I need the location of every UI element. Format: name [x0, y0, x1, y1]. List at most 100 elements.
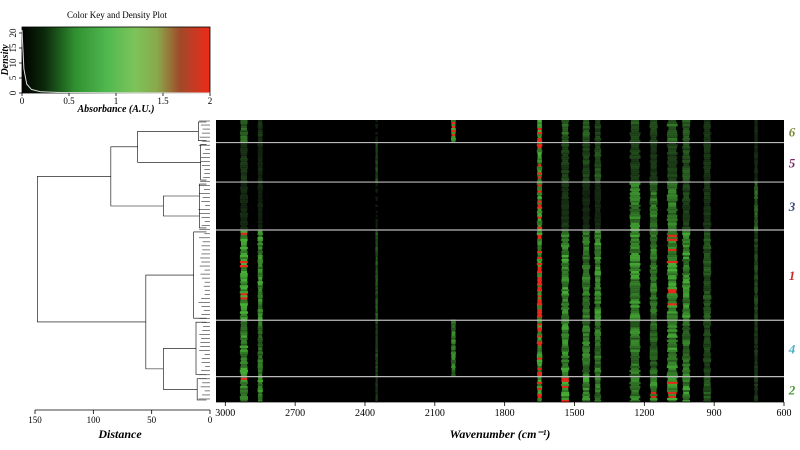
heatmap-cell: [582, 212, 590, 216]
heatmap-cell: [562, 357, 569, 361]
heatmap-cell: [703, 256, 711, 260]
heatmap-cell: [631, 236, 639, 240]
heatmap-cell: [667, 230, 677, 234]
heatmap-cell: [630, 377, 640, 381]
heatmap-cell: [667, 391, 677, 395]
heatmap-cell: [582, 138, 590, 141]
heatmap-cell: [536, 210, 543, 214]
heatmap-cell: [240, 287, 248, 290]
heatmap-cell: [257, 295, 263, 298]
heatmap-cell: [240, 174, 247, 177]
heatmap-cell: [537, 254, 542, 258]
heatmap-cell: [668, 200, 677, 203]
heatmap-cell: [595, 140, 601, 143]
heatmap-cell: [754, 196, 758, 199]
heatmap-cell: [594, 367, 601, 371]
heatmap-cell: [583, 389, 589, 393]
heatmap-cell: [375, 224, 378, 228]
heatmap-cell: [754, 285, 758, 288]
heatmap-cell: [754, 244, 758, 248]
heatmap-cell: [682, 381, 690, 385]
heatmap-cell: [683, 196, 690, 199]
heatmap-cell: [537, 281, 542, 284]
heatmap-cell: [594, 361, 601, 365]
heatmap-cell: [631, 361, 640, 365]
heatmap-cell: [650, 365, 657, 369]
heatmap-cell: [668, 178, 677, 181]
heatmap-cell: [257, 317, 263, 320]
heatmap-cell: [668, 126, 676, 129]
heatmap-cell: [257, 142, 263, 145]
heatmap-cell: [703, 341, 711, 344]
heatmap-cell: [704, 305, 710, 308]
heatmap-cell: [258, 263, 263, 266]
heatmap-cell: [703, 265, 711, 268]
heatmap-cell: [703, 192, 711, 195]
heatmap-cell: [562, 373, 569, 377]
heatmap-cell: [667, 345, 678, 349]
heatmap-cell: [561, 242, 570, 246]
heatmap-cell: [650, 379, 657, 383]
heatmap-cell: [754, 232, 758, 236]
heatmap-cell: [537, 174, 542, 177]
heatmap-cell: [754, 240, 758, 244]
heatmap-cell: [754, 317, 758, 320]
heatmap-cell: [240, 176, 247, 179]
key-x-tick-label: 2: [208, 96, 213, 106]
heatmap-cell: [683, 365, 690, 369]
heatmap-cell: [704, 232, 711, 236]
heatmap-cell: [582, 341, 590, 344]
heatmap-cell: [682, 301, 690, 304]
heatmap-cell: [537, 349, 542, 353]
heatmap-cell: [240, 301, 248, 304]
heatmap-cell: [667, 347, 677, 351]
heatmap-cell: [630, 184, 640, 187]
heatmap-cell: [704, 361, 711, 365]
heatmap-cell: [258, 277, 263, 280]
heatmap-cell: [704, 279, 711, 282]
heatmap-cell: [630, 134, 640, 137]
heatmap-cell: [257, 152, 263, 155]
heatmap-cell: [594, 172, 601, 175]
heatmap-cell: [630, 178, 640, 181]
heatmap-cell: [561, 263, 570, 266]
heatmap-cell: [583, 156, 589, 159]
heatmap-cell: [668, 331, 677, 334]
heatmap-cell: [630, 267, 640, 270]
heatmap-cell: [754, 389, 758, 393]
heatmap-cell: [258, 321, 263, 324]
heatmap-cell: [630, 200, 640, 203]
heatmap-cell: [561, 329, 569, 332]
heatmap-cell: [561, 200, 570, 203]
heatmap-cell: [375, 301, 378, 304]
heatmap-cell: [667, 162, 678, 165]
heatmap-cell: [594, 192, 601, 195]
heatmap-cell: [703, 261, 712, 264]
heatmap-cell: [562, 122, 569, 125]
heatmap-cell: [683, 224, 690, 228]
heatmap-cell: [667, 333, 677, 336]
heatmap-cell: [537, 146, 542, 149]
heatmap-cell: [561, 204, 570, 208]
heatmap-cell: [668, 327, 677, 330]
heatmap-cell: [562, 256, 569, 260]
heatmap-cell: [630, 339, 640, 342]
heatmap-cell: [630, 198, 640, 201]
heatmap-cell: [703, 295, 712, 298]
heatmap-cell: [650, 214, 658, 218]
heatmap-cell: [375, 389, 378, 393]
heatmap-cell: [630, 242, 640, 246]
heatmap-cell: [650, 144, 657, 147]
heatmap-cell: [594, 124, 601, 127]
heatmap-cell: [537, 387, 542, 391]
heatmap-cell: [754, 168, 758, 171]
heatmap-cell: [704, 349, 710, 353]
heatmap-cell: [258, 297, 263, 300]
heatmap-cell: [650, 327, 657, 330]
heatmap-cell: [595, 381, 601, 385]
heatmap-cell: [240, 277, 248, 280]
heatmap-cell: [375, 234, 378, 238]
heatmap-cell: [257, 361, 263, 365]
heatmap-cell: [595, 208, 601, 212]
heatmap-cell: [754, 315, 758, 318]
